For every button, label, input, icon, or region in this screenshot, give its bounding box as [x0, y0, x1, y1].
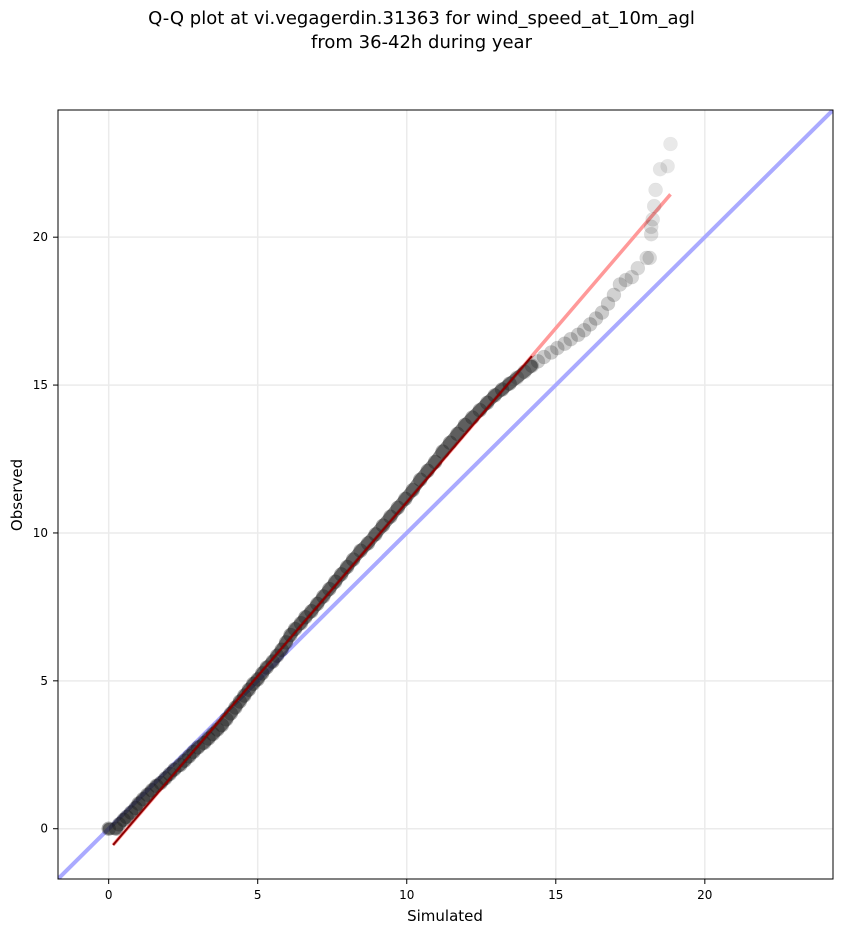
fit-line-overlay — [112, 355, 533, 846]
y-tick-label: 20 — [33, 230, 48, 244]
chart-title-line-1: Q-Q plot at vi.vegagerdin.31363 for wind… — [148, 8, 695, 29]
data-point — [606, 287, 622, 303]
data-layer — [58, 110, 833, 879]
y-tick-label: 0 — [40, 822, 48, 836]
grid-layer — [58, 110, 833, 879]
tick-layer: 0 5 10 15 20 0 5 10 15 20 — [33, 230, 713, 902]
y-axis-label: Observed — [8, 459, 26, 531]
data-point — [557, 336, 573, 352]
data-point — [594, 305, 610, 320]
data-point — [645, 212, 661, 227]
chart-title-line-2: from 36-42h during year — [311, 32, 532, 53]
data-point — [642, 250, 658, 266]
y-tick-label: 10 — [33, 526, 48, 540]
data-point — [618, 272, 634, 288]
data-point — [646, 198, 662, 214]
data-point — [643, 219, 659, 235]
x-tick-label: 15 — [548, 888, 563, 902]
data-point — [549, 340, 565, 356]
plot-frame — [57, 109, 834, 880]
data-point — [648, 182, 663, 198]
dense-points-band — [102, 359, 538, 835]
data-point — [582, 317, 598, 332]
data-point — [612, 277, 628, 292]
data-point — [660, 159, 675, 174]
x-tick-label: 5 — [254, 888, 262, 902]
x-axis-label: Simulated — [407, 907, 483, 925]
data-point — [563, 331, 579, 347]
data-point — [588, 311, 604, 326]
data-point — [536, 349, 552, 365]
data-point — [576, 322, 592, 338]
data-point — [624, 269, 640, 285]
data-point — [639, 250, 655, 266]
data-point — [570, 327, 586, 343]
data-point — [652, 161, 668, 177]
data-point — [663, 137, 678, 151]
x-tick-label: 10 — [399, 888, 414, 902]
x-tick-label: 0 — [105, 888, 113, 902]
y-tick-label: 15 — [33, 378, 48, 392]
x-tick-label: 20 — [697, 888, 712, 902]
data-point — [543, 345, 559, 360]
data-point — [600, 296, 616, 312]
data-point — [643, 226, 659, 242]
data-point — [630, 260, 646, 276]
y-tick-label: 5 — [40, 674, 48, 688]
